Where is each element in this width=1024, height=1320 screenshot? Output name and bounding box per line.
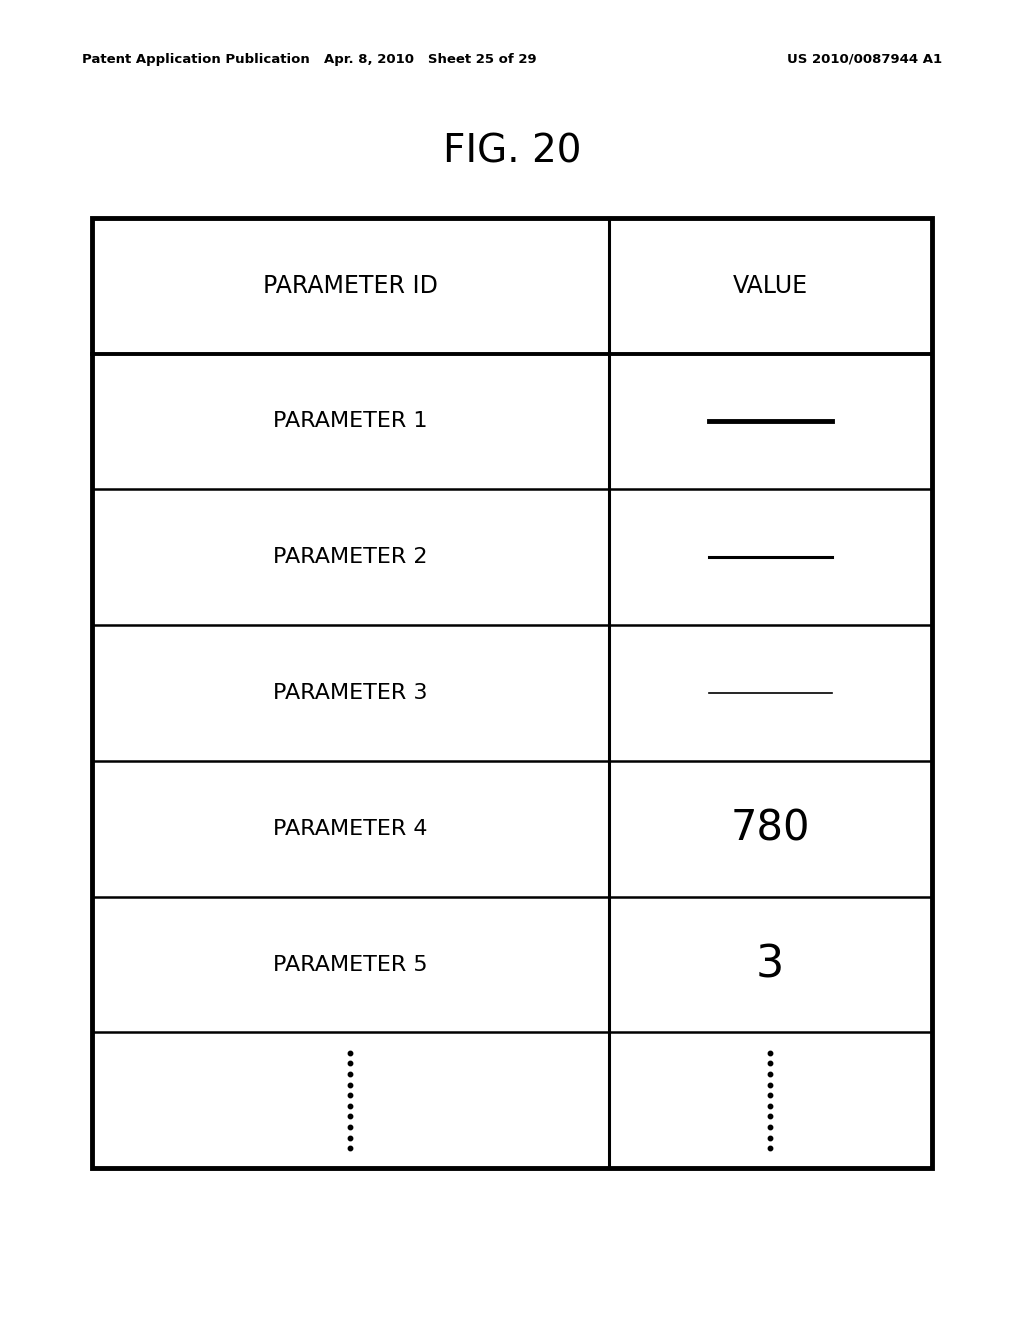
Text: US 2010/0087944 A1: US 2010/0087944 A1: [787, 53, 942, 66]
Text: PARAMETER 1: PARAMETER 1: [273, 412, 428, 432]
Text: Apr. 8, 2010   Sheet 25 of 29: Apr. 8, 2010 Sheet 25 of 29: [324, 53, 537, 66]
Text: FIG. 20: FIG. 20: [442, 133, 582, 170]
Text: PARAMETER 4: PARAMETER 4: [273, 818, 428, 838]
Bar: [92, 218, 932, 1168]
Text: VALUE: VALUE: [732, 273, 808, 298]
Text: PARAMETER 3: PARAMETER 3: [273, 682, 428, 704]
Text: 780: 780: [730, 808, 810, 850]
Text: PARAMETER ID: PARAMETER ID: [263, 273, 438, 298]
Text: PARAMETER 2: PARAMETER 2: [273, 548, 428, 568]
Text: Patent Application Publication: Patent Application Publication: [82, 53, 309, 66]
Text: PARAMETER 5: PARAMETER 5: [273, 954, 428, 974]
Text: 3: 3: [756, 942, 784, 986]
